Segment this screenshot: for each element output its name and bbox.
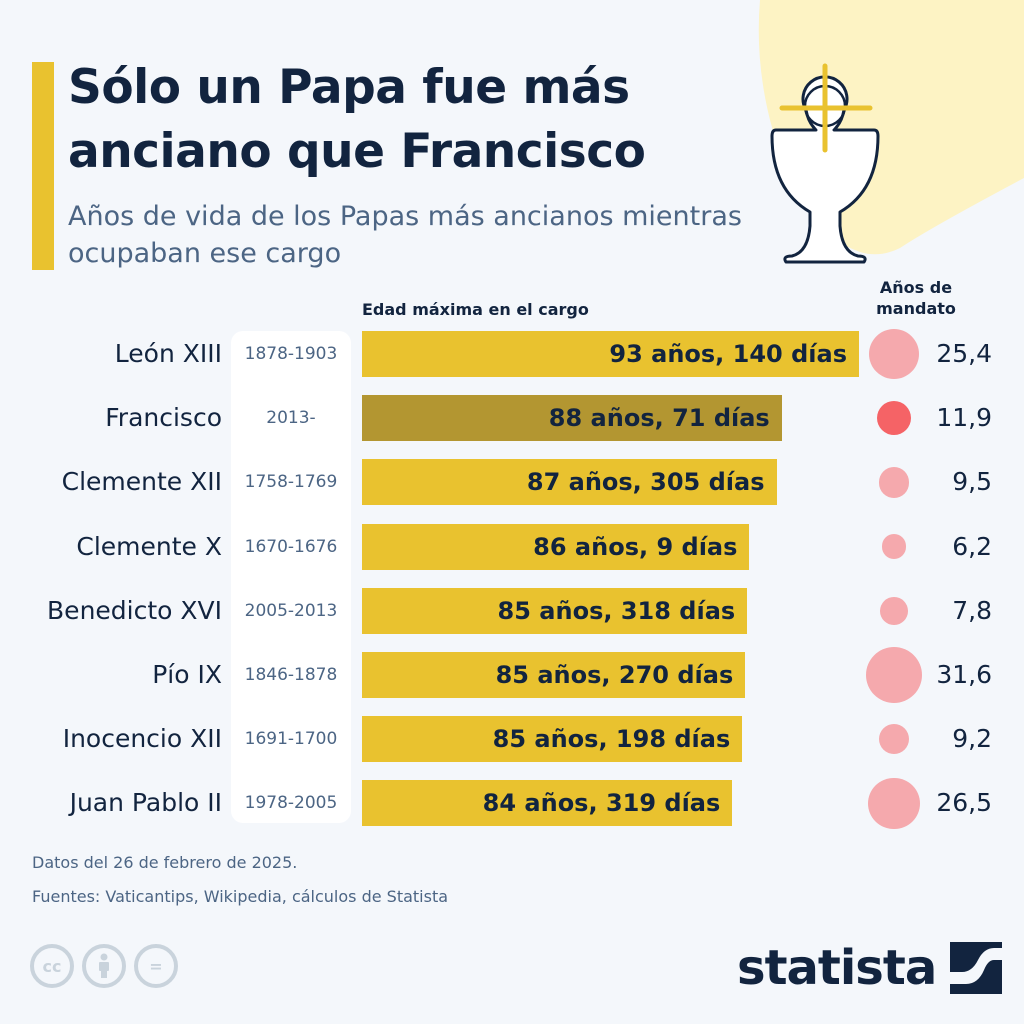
- chalice-with-host-icon: [770, 63, 880, 264]
- equals-label: =: [149, 956, 163, 976]
- tenure-value-label: 7,8: [952, 595, 992, 625]
- age-bar-label: 85 años, 318 días: [497, 596, 736, 625]
- tenure-value-label: 25,4: [936, 339, 992, 368]
- chart-row: Benedicto XVI 2005-2013 85 años, 318 días 7…: [0, 587, 1024, 634]
- title-accent-bar: [32, 62, 54, 270]
- person-glyph: [99, 953, 109, 978]
- cc-label: cc: [42, 956, 62, 976]
- statista-logo-icon: [950, 942, 1003, 994]
- pope-years-label: 1846-1878: [244, 665, 338, 685]
- tenure-value-label: 11,9: [936, 403, 992, 433]
- pope-years-label: 1691-1700: [244, 729, 338, 750]
- chart-row: Clemente X 1670-1676 86 años, 9 días 6,2: [0, 523, 1024, 570]
- sources-note: Fuentes: Vaticantips, Wikipedia, cálculo…: [32, 887, 449, 906]
- pope-name-label: Juan Pablo II: [69, 788, 222, 818]
- tenure-bubble: [878, 467, 910, 498]
- pope-name-label: Clemente XII: [61, 467, 222, 497]
- age-bar: 85 años, 318 días: [362, 587, 748, 634]
- page-title: Sólo un Papa fue más anciano que Francis…: [68, 60, 646, 179]
- age-bar: 85 años, 270 días: [362, 652, 746, 698]
- chart-row: León XIII 1878-1903 93 años, 140 días 25,4: [0, 328, 1024, 380]
- age-bar-label: 86 años, 9 días: [533, 532, 738, 561]
- creative-commons-icon[interactable]: cc: [30, 944, 74, 988]
- bubble-column-header: Años de mandato: [876, 278, 956, 318]
- chart-row: Pío IX 1846-1878 85 años, 270 días 31,6: [0, 647, 1024, 703]
- statista-logo[interactable]: statista: [737, 940, 1003, 996]
- age-bar-label: 85 años, 270 días: [495, 661, 734, 689]
- license-icons: cc =: [30, 944, 178, 988]
- pope-name-label: Pío IX: [152, 660, 222, 689]
- chart-row: Inocencio XII 1691-1700 85 años, 198 días 9…: [0, 716, 1024, 763]
- attribution-icon[interactable]: [82, 944, 126, 988]
- age-bar: 86 años, 9 días: [362, 523, 750, 570]
- tenure-value-label: 6,2: [952, 531, 992, 561]
- chart-row: Francisco 2013- 88 años, 71 días 11,9: [0, 395, 1024, 442]
- no-derivatives-icon[interactable]: =: [134, 944, 178, 988]
- age-bar: 85 años, 198 días: [362, 716, 743, 763]
- tenure-value-label: 9,2: [952, 724, 992, 754]
- pope-name-label: Inocencio XII: [62, 724, 222, 754]
- tenure-bubble: [876, 401, 912, 436]
- age-bar-label: 85 años, 198 días: [492, 725, 731, 754]
- pope-name-label: León XIII: [114, 339, 222, 368]
- pope-years-label: 1670-1676: [244, 536, 338, 557]
- pope-years-label: 2013-: [266, 408, 316, 429]
- age-bar: 84 años, 319 días: [362, 780, 733, 827]
- chart-row: Juan Pablo II 1978-2005 84 años, 319 días 2…: [0, 777, 1024, 830]
- age-bar: 93 años, 140 días: [362, 331, 859, 377]
- tenure-bubble: [880, 596, 908, 625]
- age-bar-label: 87 años, 305 días: [526, 468, 765, 497]
- pope-years-label: 2005-2013: [244, 600, 338, 621]
- age-bar-label: 84 años, 319 días: [482, 789, 721, 818]
- age-bar-label: 88 años, 71 días: [548, 404, 770, 433]
- tenure-value-label: 26,5: [936, 788, 992, 818]
- tenure-bubble: [868, 328, 920, 380]
- age-bar-label: 93 años, 140 días: [609, 340, 847, 368]
- pope-years-label: 1978-2005: [244, 793, 338, 814]
- pope-name-label: Clemente X: [76, 531, 222, 561]
- pope-years-label: 1758-1769: [244, 472, 338, 493]
- age-bar: 87 años, 305 días: [362, 459, 777, 506]
- tenure-bubble: [881, 534, 907, 559]
- tenure-value-label: 9,5: [952, 467, 992, 497]
- pope-name-label: Benedicto XVI: [47, 595, 222, 625]
- tenure-value-label: 31,6: [936, 660, 992, 689]
- pope-name-label: Francisco: [105, 403, 222, 433]
- page-subtitle: Años de vida de los Papas más ancianos m…: [68, 201, 742, 269]
- age-bar: 88 años, 71 días: [362, 395, 782, 442]
- bar-column-header: Edad máxima en el cargo: [362, 300, 589, 319]
- logo-text: statista: [737, 940, 937, 996]
- tenure-bubble: [878, 724, 910, 755]
- pope-years-label: 1878-1903: [244, 344, 338, 364]
- data-date-note: Datos del 26 de febrero de 2025.: [32, 853, 298, 872]
- tenure-bubble: [866, 647, 922, 703]
- years-column-background: [231, 331, 351, 823]
- chart-row: Clemente XII 1758-1769 87 años, 305 días 9,…: [0, 459, 1024, 506]
- tenure-bubble: [868, 777, 920, 830]
